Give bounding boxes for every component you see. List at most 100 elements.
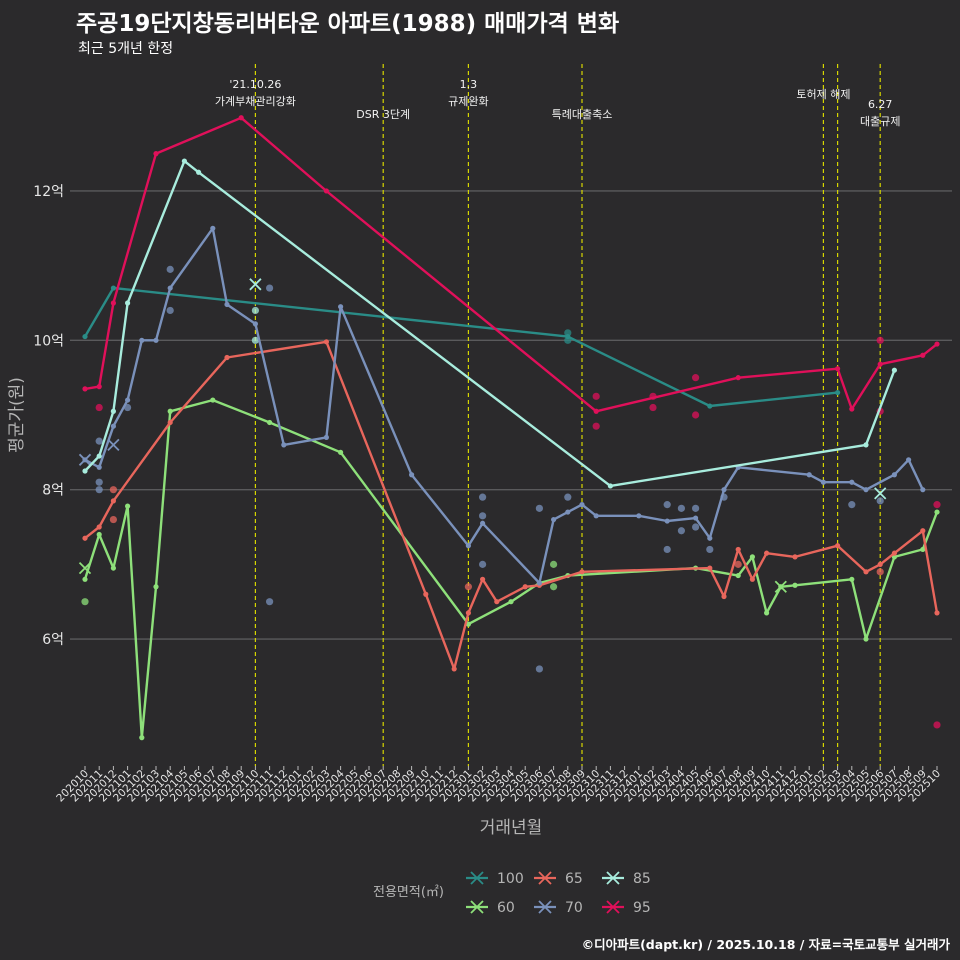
line-point: [480, 520, 486, 526]
chart-subtitle: 최근 5개년 한정: [78, 41, 174, 57]
legend-cross-icon: [538, 871, 552, 885]
legend-cross-icon: [606, 900, 620, 914]
line-point: [494, 599, 500, 605]
line-point: [522, 584, 528, 590]
event-label: 특례대출축소: [552, 108, 613, 121]
line-point: [451, 666, 457, 672]
line-point: [551, 516, 557, 523]
data-point: [564, 493, 572, 501]
data-point: [251, 336, 259, 344]
legend-cross-icon: [538, 900, 552, 914]
y-tick-label: 10억: [33, 333, 64, 349]
data-point: [464, 583, 472, 591]
data-point: [876, 497, 884, 505]
legend-item-65: 65: [534, 871, 583, 887]
data-point: [95, 437, 103, 445]
line-point: [579, 569, 585, 575]
line-point: [110, 565, 116, 571]
line-point: [863, 569, 869, 575]
line-point: [593, 513, 599, 519]
line-point: [181, 158, 187, 164]
line-point: [110, 498, 116, 504]
event-label: 토허제 해제: [796, 87, 850, 101]
data-point: [692, 504, 700, 512]
line-point: [224, 354, 230, 361]
line-point: [792, 582, 798, 588]
data-point: [692, 411, 700, 419]
line-point: [281, 442, 287, 448]
line-point: [849, 406, 855, 412]
line-point: [323, 188, 329, 194]
cross-marker: [107, 438, 120, 452]
data-point: [706, 545, 714, 554]
line-point: [423, 591, 429, 597]
event-label: 대출규제: [860, 115, 900, 128]
data-point: [692, 523, 700, 531]
line-point: [877, 361, 883, 367]
line-point: [849, 576, 855, 582]
data-point: [848, 501, 856, 509]
line-point: [82, 386, 88, 392]
line-point: [806, 472, 812, 478]
line-point: [480, 576, 486, 582]
line-point: [167, 285, 173, 291]
legend-label: 65: [565, 871, 583, 887]
line-point: [125, 503, 131, 509]
line-point: [934, 341, 940, 347]
legend-item-70: 70: [534, 900, 583, 916]
line-point: [409, 472, 415, 478]
series-line-70: [84, 227, 924, 585]
cross-marker: [874, 487, 887, 500]
line-point: [338, 304, 344, 310]
data-point: [564, 329, 572, 337]
data-point: [109, 486, 117, 494]
line-point: [267, 419, 273, 426]
plot-area: [70, 64, 952, 766]
chart-title: 주공19단지창동리버타운 아파트(1988) 매매가격 변화: [76, 11, 620, 37]
data-point: [692, 374, 700, 382]
data-point: [663, 501, 671, 509]
legend-item-100: 100: [466, 871, 524, 887]
line-point: [96, 384, 102, 390]
line-point: [735, 546, 741, 553]
line-point: [664, 518, 670, 524]
line-point: [139, 735, 145, 741]
event-label: 규제완화: [448, 95, 488, 108]
x-axis-title: 거래년월: [480, 818, 543, 838]
data-point: [649, 403, 657, 412]
data-point: [876, 336, 884, 344]
line-point: [210, 397, 216, 403]
line-point: [749, 554, 756, 560]
data-point: [81, 598, 89, 606]
line-point: [863, 442, 869, 448]
line-point: [82, 576, 88, 582]
line-point: [920, 352, 926, 358]
data-point: [933, 501, 941, 509]
data-point: [109, 515, 117, 524]
series-line-65: [84, 340, 939, 671]
legend-label: 100: [497, 871, 524, 887]
data-point: [251, 306, 259, 315]
legend-label: 95: [633, 900, 651, 916]
line-point: [565, 509, 571, 515]
cross-marker: [78, 453, 92, 466]
line-point: [323, 434, 329, 441]
data-point: [95, 478, 103, 486]
data-point: [535, 504, 544, 512]
line-point: [224, 301, 230, 308]
line-point: [849, 479, 855, 485]
line-point: [167, 419, 173, 426]
line-point: [153, 151, 159, 157]
line-point: [934, 610, 940, 616]
line-point: [607, 483, 614, 489]
line-point: [96, 524, 102, 530]
line-point: [210, 225, 216, 231]
line-point: [96, 531, 102, 538]
data-point: [95, 403, 103, 412]
event-label: DSR 3단계: [356, 108, 410, 121]
data-point: [95, 486, 103, 494]
y-tick-label: 8억: [42, 483, 64, 499]
line-point: [110, 408, 116, 414]
legend-label: 70: [565, 900, 583, 916]
event-label: 1.3: [460, 78, 478, 91]
